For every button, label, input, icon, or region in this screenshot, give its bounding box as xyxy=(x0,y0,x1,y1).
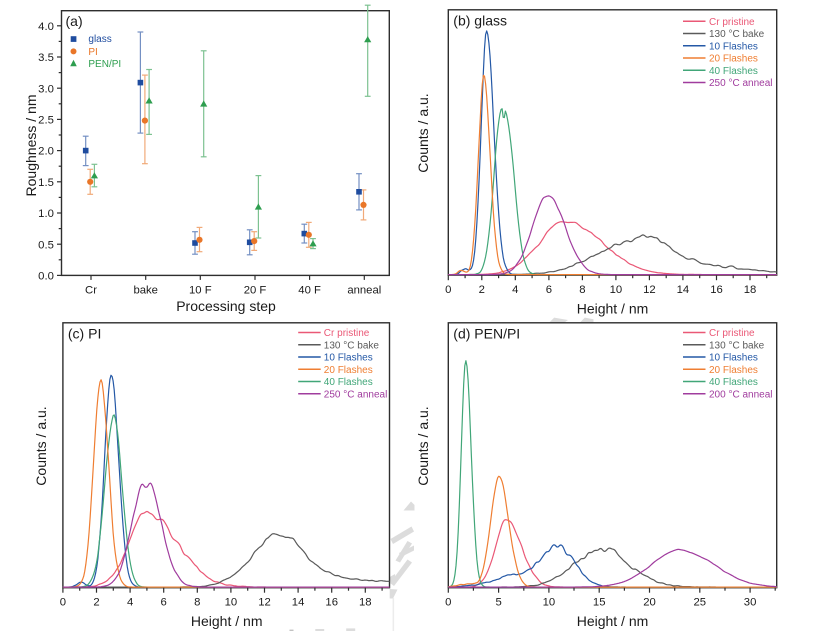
svg-text:Height / nm: Height / nm xyxy=(577,301,649,317)
svg-text:PI: PI xyxy=(88,47,97,58)
svg-text:10: 10 xyxy=(610,284,623,296)
svg-text:Counts / a.u.: Counts / a.u. xyxy=(415,406,431,485)
svg-text:10 F: 10 F xyxy=(189,285,212,297)
svg-text:PEN/PI: PEN/PI xyxy=(88,59,121,70)
svg-text:20 F: 20 F xyxy=(244,285,267,297)
svg-text:0.0: 0.0 xyxy=(38,271,54,283)
svg-text:Counts / a.u.: Counts / a.u. xyxy=(33,406,49,485)
svg-text:130 °C bake: 130 °C bake xyxy=(709,29,765,40)
svg-text:0.5: 0.5 xyxy=(38,239,54,251)
svg-text:30: 30 xyxy=(744,596,757,608)
svg-text:bake: bake xyxy=(133,285,158,297)
svg-text:25: 25 xyxy=(694,596,707,608)
svg-text:20 Flashes: 20 Flashes xyxy=(709,54,758,65)
svg-text:4.0: 4.0 xyxy=(38,21,54,33)
svg-text:3.5: 3.5 xyxy=(38,52,54,64)
svg-text:250 °C anneal: 250 °C anneal xyxy=(709,78,773,89)
svg-text:10 Flashes: 10 Flashes xyxy=(709,41,758,52)
svg-text:40 F: 40 F xyxy=(298,285,321,297)
svg-text:Counts / a.u.: Counts / a.u. xyxy=(415,93,431,172)
svg-text:(b) glass: (b) glass xyxy=(453,12,507,28)
svg-text:4: 4 xyxy=(512,284,518,296)
svg-text:40 Flashes: 40 Flashes xyxy=(324,377,373,388)
svg-text:Roughness / nm: Roughness / nm xyxy=(23,95,39,197)
svg-text:8: 8 xyxy=(579,284,585,296)
svg-text:200 °C anneal: 200 °C anneal xyxy=(709,389,773,400)
svg-text:20 Flashes: 20 Flashes xyxy=(709,365,758,376)
svg-text:250 °C anneal: 250 °C anneal xyxy=(324,389,388,400)
svg-text:anneal: anneal xyxy=(347,285,381,297)
svg-text:16: 16 xyxy=(710,284,723,296)
svg-text:1.0: 1.0 xyxy=(38,208,54,220)
svg-text:2: 2 xyxy=(479,284,485,296)
svg-text:18: 18 xyxy=(744,284,757,296)
svg-text:6: 6 xyxy=(161,596,167,608)
svg-text:Height / nm: Height / nm xyxy=(577,613,649,629)
svg-text:Processing step: Processing step xyxy=(176,298,276,314)
svg-text:10 Flashes: 10 Flashes xyxy=(324,353,373,364)
svg-text:40 Flashes: 40 Flashes xyxy=(709,66,758,77)
svg-text:2: 2 xyxy=(93,596,99,608)
svg-text:2.5: 2.5 xyxy=(38,115,54,127)
svg-text:Cr pristine: Cr pristine xyxy=(709,328,755,339)
svg-text:1.5: 1.5 xyxy=(38,177,54,189)
svg-text:130 °C bake: 130 °C bake xyxy=(709,340,765,351)
svg-text:10: 10 xyxy=(225,596,238,608)
svg-text:3.0: 3.0 xyxy=(38,83,54,95)
svg-text:14: 14 xyxy=(292,596,305,608)
svg-text:0: 0 xyxy=(60,596,66,608)
svg-text:10 Flashes: 10 Flashes xyxy=(709,353,758,364)
svg-text:5: 5 xyxy=(495,596,501,608)
svg-text:15: 15 xyxy=(593,596,606,608)
svg-text:130 °C bake: 130 °C bake xyxy=(324,340,380,351)
svg-text:12: 12 xyxy=(258,596,271,608)
svg-text:Cr pristine: Cr pristine xyxy=(324,328,370,339)
svg-text:Height / nm: Height / nm xyxy=(191,613,263,629)
svg-text:Cr pristine: Cr pristine xyxy=(709,17,755,28)
svg-text:6: 6 xyxy=(546,284,552,296)
svg-text:(d) PEN/PI: (d) PEN/PI xyxy=(453,325,520,341)
svg-text:14: 14 xyxy=(677,284,690,296)
svg-text:0: 0 xyxy=(445,596,451,608)
svg-text:(a): (a) xyxy=(66,13,83,29)
svg-text:20 Flashes: 20 Flashes xyxy=(324,365,373,376)
svg-text:20: 20 xyxy=(643,596,656,608)
svg-text:0: 0 xyxy=(445,284,451,296)
svg-text:10: 10 xyxy=(543,596,556,608)
svg-text:12: 12 xyxy=(643,284,656,296)
svg-text:(c) PI: (c) PI xyxy=(68,325,101,341)
svg-text:2.0: 2.0 xyxy=(38,146,54,158)
svg-text:4: 4 xyxy=(127,596,133,608)
svg-text:Cr: Cr xyxy=(85,285,97,297)
svg-text:40 Flashes: 40 Flashes xyxy=(709,377,758,388)
svg-text:glass: glass xyxy=(88,34,111,45)
svg-text:8: 8 xyxy=(194,596,200,608)
svg-text:16: 16 xyxy=(325,596,338,608)
svg-text:18: 18 xyxy=(359,596,372,608)
